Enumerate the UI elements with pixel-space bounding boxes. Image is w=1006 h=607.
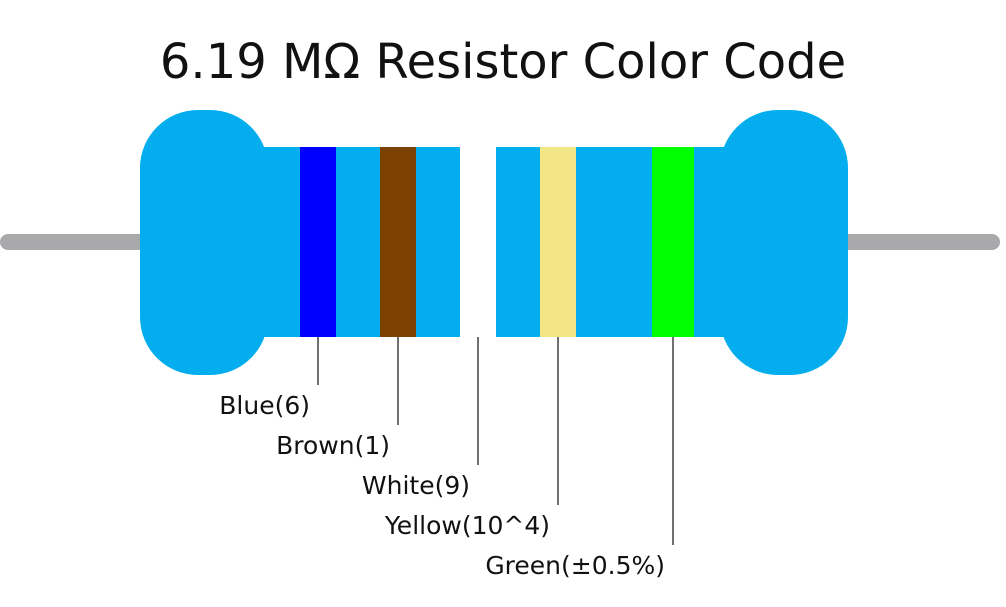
band-5	[652, 147, 694, 337]
band-2-label: Brown(1)	[276, 431, 390, 460]
band-4-label: Yellow(10^4)	[384, 511, 550, 540]
band-2	[380, 147, 416, 337]
right-end-cap	[720, 110, 848, 375]
band-1-label: Blue(6)	[219, 391, 310, 420]
band-3-label: White(9)	[362, 471, 470, 500]
band-5-label: Green(±0.5%)	[485, 551, 665, 580]
band-4	[540, 147, 576, 337]
band-1	[300, 147, 336, 337]
diagram-title: 6.19 MΩ Resistor Color Code	[159, 34, 847, 90]
band-3	[460, 147, 496, 337]
left-end-cap	[140, 110, 268, 375]
